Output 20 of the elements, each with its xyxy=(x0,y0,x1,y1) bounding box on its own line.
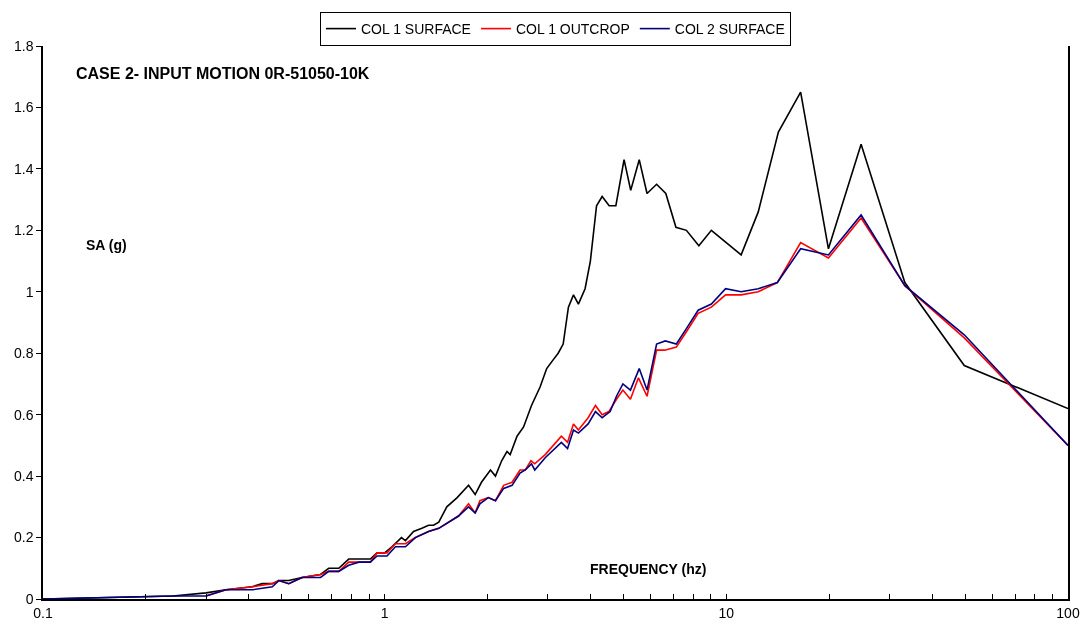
legend-label: COL 1 OUTCROP xyxy=(515,21,630,38)
x-axis-title: FREQUENCY (hz) xyxy=(590,561,707,577)
x-tick-label: 100 xyxy=(1056,604,1080,621)
y-axis-title: SA (g) xyxy=(86,237,127,253)
y-tick-label: 1.8 xyxy=(13,37,34,54)
text: CASE 2- INPUT MOTION 0R-51050-10K xyxy=(76,65,370,82)
y-tick-label: 0.8 xyxy=(13,345,34,362)
y-tick-label: 1.2 xyxy=(13,222,34,239)
legend-label: COL 2 SURFACE xyxy=(674,21,785,38)
y-tick-label: 1.6 xyxy=(13,99,34,116)
x-tick-label: 10 xyxy=(718,604,735,621)
legend-label: COL 1 SURFACE xyxy=(361,21,471,38)
y-tick-label: 0 xyxy=(25,590,34,607)
y-tick-label: 0.4 xyxy=(13,468,34,485)
y-tick-label: 0.6 xyxy=(13,406,34,423)
y-tick-label: 1.4 xyxy=(13,160,34,177)
x-tick-label: 1 xyxy=(380,604,389,621)
y-tick-label: 0.2 xyxy=(13,529,34,546)
y-tick-label: 1 xyxy=(25,283,34,300)
x-tick-label: 0.1 xyxy=(33,604,53,621)
